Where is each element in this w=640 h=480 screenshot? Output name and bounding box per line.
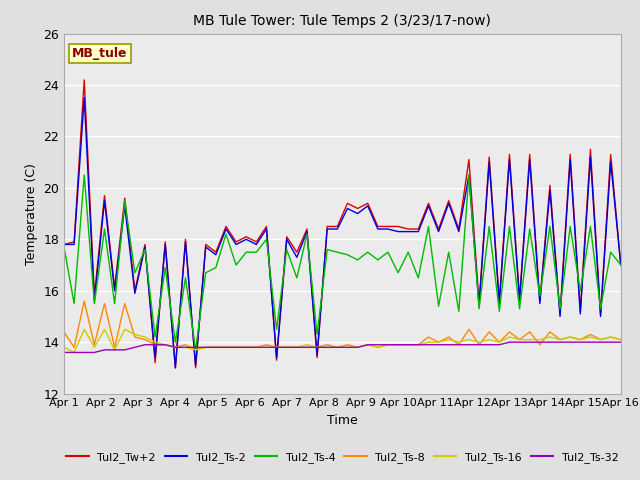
- Legend: Tul2_Tw+2, Tul2_Ts-2, Tul2_Ts-4, Tul2_Ts-8, Tul2_Ts-16, Tul2_Ts-32: Tul2_Tw+2, Tul2_Ts-2, Tul2_Ts-4, Tul2_Ts…: [62, 447, 623, 467]
- Y-axis label: Temperature (C): Temperature (C): [25, 163, 38, 264]
- Title: MB Tule Tower: Tule Temps 2 (3/23/17-now): MB Tule Tower: Tule Temps 2 (3/23/17-now…: [193, 14, 492, 28]
- Text: MB_tule: MB_tule: [72, 47, 128, 60]
- X-axis label: Time: Time: [327, 414, 358, 427]
